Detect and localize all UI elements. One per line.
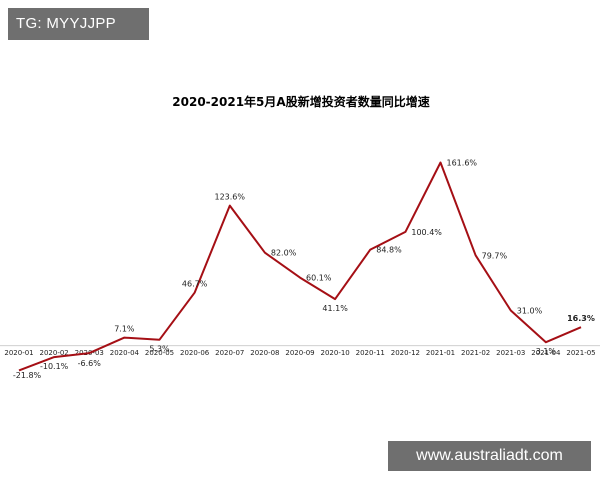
x-tick-label: 2020-09 [285, 349, 314, 357]
chart-title: 2020-2021年5月A股新增投资者数量同比增速 [172, 94, 429, 109]
x-tick-label: 2021-04 [531, 349, 561, 357]
data-label: -21.8% [13, 371, 42, 380]
data-label: -10.1% [40, 362, 69, 371]
data-label: 60.1% [306, 274, 332, 283]
x-tick-label: 2020-04 [110, 349, 140, 357]
x-tick-label: 2020-07 [215, 349, 244, 357]
x-tick-label: 2020-11 [356, 349, 385, 357]
data-labels: -21.8%-10.1% -6.6% 7.1% 5.3% 46.7% 123.6% 82.0… [13, 159, 595, 380]
data-label: 82.0% [271, 249, 297, 258]
x-tick-label: 2020-05 [145, 349, 174, 357]
data-label: 100.4% [411, 228, 442, 237]
data-label: 3.1% [536, 347, 557, 356]
series-line [18, 161, 582, 372]
data-label: 5.3% [149, 345, 170, 354]
x-tick-label: 2020-02 [40, 349, 69, 357]
watermark-top: TG: MYYJJPP [8, 8, 149, 40]
data-label: 31.0% [517, 307, 543, 316]
data-label: 7.1% [114, 325, 135, 334]
data-label: 84.8% [376, 246, 402, 255]
data-label: 46.7% [182, 280, 208, 289]
x-tick-label: 2020-08 [250, 349, 279, 357]
x-tick-label: 2021-01 [426, 349, 455, 357]
data-label: 161.6% [447, 159, 478, 168]
x-tick-labels: 2020-01 2020-02 2020-03 2020-04 2020-05 2020-… [4, 349, 595, 357]
data-label: 79.7% [482, 251, 508, 260]
x-tick-label: 2021-02 [461, 349, 490, 357]
data-label: -6.6% [78, 359, 102, 368]
watermark-bottom: www.australiadt.com [388, 441, 591, 471]
x-tick-label: 2021-05 [566, 349, 595, 357]
x-tick-label: 2020-01 [4, 349, 33, 357]
x-tick-label: 2020-06 [180, 349, 210, 357]
x-tick-label: 2021-03 [496, 349, 525, 357]
data-label: 123.6% [214, 193, 245, 202]
data-label: 16.3% [567, 314, 595, 323]
data-label: 41.1% [322, 304, 348, 313]
x-tick-label: 2020-10 [321, 349, 350, 357]
x-tick-label: 2020-12 [391, 349, 420, 357]
